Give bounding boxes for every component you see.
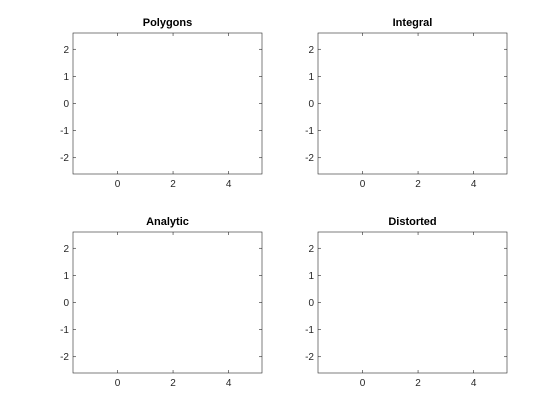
panel-distorted: 0 2 4 2 1 0 -1 -2 Distorted — [305, 216, 508, 389]
x-tick-label: 0 — [115, 179, 121, 190]
y-tick-label: -1 — [60, 126, 69, 137]
y-tick-label: 1 — [63, 271, 69, 282]
y-tick-label: 1 — [308, 271, 314, 282]
x-tick-label: 0 — [115, 378, 121, 389]
panel-analytic: 0 2 4 2 1 0 -1 -2 Analytic — [60, 216, 263, 389]
panel-title: Polygons — [143, 17, 193, 29]
x-tick-label: 4 — [226, 378, 232, 389]
axes-box — [317, 231, 508, 374]
y-tick-label: -1 — [305, 126, 314, 137]
y-tick-label: 2 — [63, 45, 69, 56]
y-tick-label: 0 — [63, 298, 69, 309]
axis-ticks: 0 2 4 2 1 0 -1 -2 — [305, 232, 507, 389]
y-tick-label: -1 — [305, 325, 314, 336]
y-tick-label: 2 — [308, 45, 314, 56]
axes-box — [317, 32, 508, 175]
y-tick-label: -2 — [305, 352, 314, 363]
y-tick-label: 0 — [308, 298, 314, 309]
x-tick-label: 0 — [360, 378, 366, 389]
x-tick-label: 4 — [226, 179, 232, 190]
y-tick-label: 0 — [308, 99, 314, 110]
x-tick-label: 2 — [170, 179, 176, 190]
panel-integral: 0 2 4 2 1 0 -1 -2 Integral — [305, 17, 508, 190]
axis-ticks: 0 2 4 2 1 0 -1 -2 — [60, 33, 262, 190]
y-tick-label: 1 — [63, 72, 69, 83]
y-tick-label: 1 — [308, 72, 314, 83]
panel-title: Distorted — [388, 216, 436, 228]
y-tick-label: -2 — [60, 352, 69, 363]
panel-polygons: 0 2 4 2 1 0 -1 -2 Polygons — [60, 17, 263, 190]
panel-title: Analytic — [146, 216, 189, 228]
x-tick-label: 4 — [471, 378, 477, 389]
y-tick-label: 2 — [63, 244, 69, 255]
y-tick-label: -2 — [60, 153, 69, 164]
axes-box — [72, 32, 263, 175]
x-tick-label: 4 — [471, 179, 477, 190]
y-tick-label: 2 — [308, 244, 314, 255]
axis-ticks: 0 2 4 2 1 0 -1 -2 — [305, 33, 507, 190]
axes-box — [72, 231, 263, 374]
x-tick-label: 2 — [415, 179, 421, 190]
axis-ticks: 0 2 4 2 1 0 -1 -2 — [60, 232, 262, 389]
y-tick-label: 0 — [63, 99, 69, 110]
panel-title: Integral — [393, 17, 433, 29]
y-tick-label: -2 — [305, 153, 314, 164]
x-tick-label: 2 — [415, 378, 421, 389]
x-tick-label: 2 — [170, 378, 176, 389]
x-tick-label: 0 — [360, 179, 366, 190]
y-tick-label: -1 — [60, 325, 69, 336]
